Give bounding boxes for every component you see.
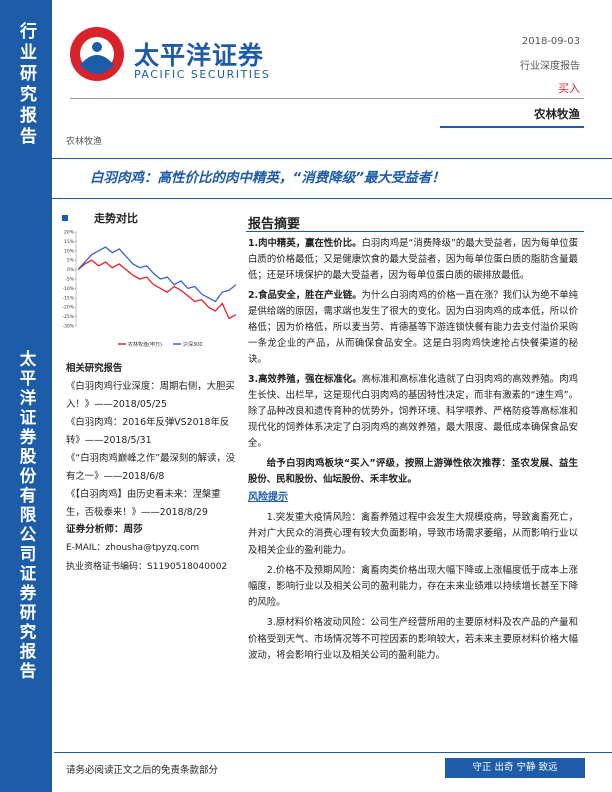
report-type: 行业深度报告 xyxy=(520,61,580,72)
summary-lead: 2.食品安全，胜在产业链。 xyxy=(248,289,362,301)
sidebar xyxy=(0,0,52,792)
brand-cn: 太平洋证券 xyxy=(134,41,265,70)
rule xyxy=(54,752,612,753)
summary: 1.肉中精英，赢在性价比。白羽肉鸡是“消费降级”的最大受益者，因为每单位蛋白质的… xyxy=(248,236,578,668)
rating: 买入 xyxy=(558,82,580,95)
sector-tag: 农林牧渔 xyxy=(66,137,103,147)
summary-point: 1.肉中精英，赢在性价比。白羽肉鸡是“消费降级”的最大受益者，因为每单位蛋白质的… xyxy=(248,236,578,285)
date: 2018-09-03 xyxy=(521,36,580,47)
rule xyxy=(52,158,612,159)
risk-item: 2.价格不及预期风险：禽畜肉类价格出现大幅下降或上涨幅度低于成本上涨幅度，影响行… xyxy=(248,564,578,609)
summary-text: 高标准和高标准化造就了白羽肉鸡的高效养殖。肉鸡生长快、出栏早，这是现代白羽肉鸡的… xyxy=(248,373,578,450)
y-tick-label: -10% xyxy=(62,286,74,292)
chart: 20% 15% 10% 5% 0% -5% -10% -15% -20% -25% -30% 农林牧渔… xyxy=(62,230,237,348)
summary-text: 为什么白羽肉鸡的价格一直在涨？我们认为绝不单纯是供给端的原因，需求端也发生了很大… xyxy=(248,289,578,366)
summary-heading: 报告摘要 xyxy=(248,217,301,232)
series-line xyxy=(77,246,237,303)
y-tick-label: 20% xyxy=(64,230,75,236)
brand-en: PACIFIC SECURITIES xyxy=(134,68,271,81)
motto: 守正 出奇 宁静 致远 xyxy=(445,758,585,778)
related-item: 《白羽肉鸡行业深度：周期右侧，大胆买入！》——2018/05/25 xyxy=(66,381,235,410)
risk-heading: 风险提示 xyxy=(248,492,288,504)
legend-label: 农林牧渔(申万) xyxy=(128,341,162,348)
related-item: 《【白羽肉鸡】由历史看未来：涅槃重生，否极泰来！》——2018/8/29 xyxy=(66,489,221,518)
analyst-license: 执业资格证书编码：S1190518040002 xyxy=(66,562,228,572)
risk-item: 1.突发重大疫情风险：禽畜养殖过程中会发生大规模疫病，导致禽畜死亡，并对广大民众… xyxy=(248,512,578,556)
summary-text: 白羽肉鸡是“消费降级”的最大受益者，因为每单位蛋白质的价格最低；又是健康饮食的最… xyxy=(248,238,578,282)
rule xyxy=(52,198,612,199)
disclaimer: 请务必阅读正文之后的免责条款部分 xyxy=(66,765,219,776)
analyst: 证券分析师：周莎 E-MAIL：zhousha@tpyzq.com 执业资格证书… xyxy=(66,520,227,577)
logo-emblem xyxy=(70,27,124,81)
sidebar-bottom: 太平洋证券股份有限公司证券研究报告 xyxy=(17,350,36,682)
chart-title: 走势对比 xyxy=(94,212,138,225)
y-tick-label: 5% xyxy=(67,258,75,264)
rule xyxy=(70,98,584,99)
sidebar-top: 行业研究报告 xyxy=(16,22,36,148)
recommendation: 给予白羽肉鸡板块“买入”评级，按照上游弹性依次推荐：圣农发展、益生股份、民和股份… xyxy=(248,457,578,485)
risk-item: 3.原材料价格波动风险：公司生产经营所用的主要原材料及农产品的产量和价格受到天气… xyxy=(248,617,578,661)
related-item: 《“白羽肉鸡巅峰之作”最深刻的解读，没有之一》——2018/6/8 xyxy=(66,453,236,482)
analyst-email: E-MAIL：zhousha@tpyzq.com xyxy=(66,543,200,553)
legend-label: 沪深300 xyxy=(183,341,203,348)
y-tick-label: -5% xyxy=(65,277,74,283)
y-tick-label: -20% xyxy=(62,305,74,311)
bullet xyxy=(62,215,68,221)
summary-lead: 1.肉中精英，赢在性价比。 xyxy=(248,238,362,249)
y-tick-label: 10% xyxy=(64,248,75,254)
title: 白羽肉鸡：高性价比的肉中精英，“消费降级”最大受益者！ xyxy=(90,170,445,186)
y-tick-label: 15% xyxy=(64,239,75,245)
summary-point: 2.食品安全，胜在产业链。为什么白羽肉鸡的价格一直在涨？我们认为绝不单纯是供给端… xyxy=(248,288,578,369)
industry: 农林牧渔 xyxy=(534,107,580,121)
related-item: 《白羽肉鸡：2016年反弹VS2018年反转》——2018/5/31 xyxy=(66,417,230,446)
rule xyxy=(440,126,584,128)
y-tick-label: 0% xyxy=(67,267,75,273)
y-tick-label: -30% xyxy=(62,324,74,330)
series-line xyxy=(77,259,237,320)
y-tick-label: -15% xyxy=(62,295,74,301)
related: 相关研究报告 《白羽肉鸡行业深度：周期右侧，大胆买入！》——2018/05/25… xyxy=(66,360,236,522)
summary-point: 3.高效养殖，强在标准化。高标准和高标准化造就了白羽肉鸡的高效养殖。肉鸡生长快、… xyxy=(248,372,578,453)
rule xyxy=(246,231,584,232)
related-heading: 相关研究报告 xyxy=(66,363,123,374)
y-tick-label: -25% xyxy=(62,314,74,320)
summary-lead: 3.高效养殖，强在标准化。 xyxy=(248,373,362,385)
analyst-name: 证券分析师：周莎 xyxy=(66,524,143,535)
